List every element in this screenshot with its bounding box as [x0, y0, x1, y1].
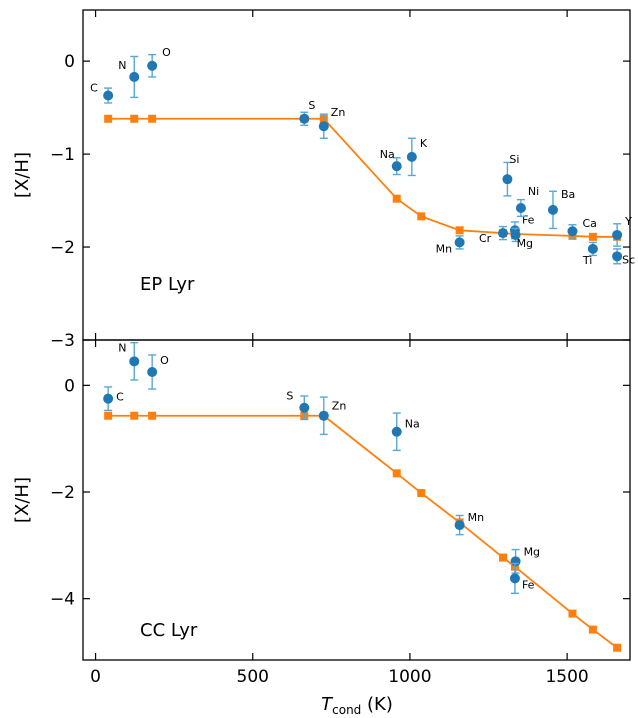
observed-point — [318, 121, 329, 132]
observed-point — [454, 237, 465, 248]
star-name: CC Lyr — [140, 620, 198, 641]
element-label: C — [90, 82, 98, 95]
y-axis-label: [X/H] — [12, 477, 33, 523]
panel-ep-lyr: 0 −1 −2 −3 [X/H] EP Lyr C N O S Zn Na K Mn Cr Si Fe Mg Ni B… — [12, 9, 635, 351]
model-point — [498, 553, 507, 562]
observed-point — [515, 203, 526, 213]
element-label: Ni — [528, 185, 539, 198]
model-point — [588, 625, 597, 634]
element-label: Si — [509, 153, 519, 166]
element-label: Fe — [522, 578, 535, 591]
observed-point — [103, 90, 114, 101]
model-point — [568, 609, 577, 618]
observed-point — [147, 60, 158, 71]
observed-point — [129, 356, 140, 367]
element-label: Na — [405, 418, 420, 431]
observed-point — [299, 113, 310, 124]
model-line — [108, 117, 618, 238]
observed-point — [502, 174, 513, 185]
y-tick-label: −4 — [50, 590, 75, 610]
element-label: Mn — [468, 511, 484, 524]
model-point — [588, 232, 597, 241]
model-point — [130, 114, 139, 123]
model-line — [108, 414, 618, 649]
model-point — [148, 114, 157, 123]
model-point — [148, 411, 157, 420]
observed-point — [391, 161, 402, 172]
observed-point — [567, 226, 578, 237]
element-label: Ti — [582, 254, 592, 267]
element-label: O — [162, 46, 171, 59]
y-tick-label: −2 — [50, 483, 75, 503]
element-label: S — [286, 390, 293, 403]
element-label: O — [160, 354, 169, 367]
model-point — [104, 114, 113, 123]
model-point — [417, 212, 426, 221]
observed-point — [612, 251, 623, 262]
panel-cc-lyr: 0 −2 −4 0 500 1000 1500 [X/H] CC Lyr C N O S Zn Na Mn Mg… — [12, 339, 631, 717]
observed-point — [587, 243, 598, 254]
y-tick-label: 0 — [64, 52, 75, 72]
model-point — [130, 411, 139, 420]
element-label: Y — [624, 215, 632, 228]
observed-point — [612, 229, 623, 240]
element-label: Cr — [479, 232, 492, 245]
observed-point — [406, 151, 417, 162]
element-label: N — [118, 341, 126, 354]
y-tick-label: −2 — [50, 238, 75, 258]
x-tick-label: 1000 — [388, 667, 431, 687]
element-label: Ba — [561, 188, 575, 201]
observed-point — [318, 410, 329, 421]
plot-frame — [82, 339, 631, 661]
observed-point — [129, 71, 140, 82]
model-point — [417, 489, 426, 498]
element-label: Na — [380, 148, 395, 161]
model-point — [104, 411, 113, 420]
y-tick-label: −3 — [50, 331, 75, 351]
model-point — [392, 469, 401, 478]
y-tick-label: 0 — [64, 376, 75, 396]
element-label: Mn — [436, 242, 452, 255]
element-label: Fe — [522, 213, 535, 226]
observed-point — [299, 402, 310, 413]
element-label: N — [118, 59, 126, 72]
y-axis-label: [X/H] — [12, 152, 33, 198]
x-tick-label: 500 — [237, 667, 269, 687]
x-axis-label: Tcond (K) — [321, 694, 393, 717]
element-label: C — [116, 391, 124, 404]
model-point — [613, 643, 622, 652]
element-label: Mg — [524, 545, 540, 558]
observed-point — [547, 204, 558, 215]
observed-point — [509, 573, 520, 584]
observed-point — [454, 520, 465, 531]
star-name: EP Lyr — [140, 274, 195, 295]
model-point — [455, 226, 464, 235]
observed-point — [103, 393, 114, 404]
y-tick-label: −1 — [50, 145, 75, 165]
element-label: Ca — [582, 217, 596, 230]
element-label: Mg — [517, 237, 533, 250]
element-label: S — [308, 99, 315, 112]
element-label: K — [420, 137, 428, 150]
x-tick-label: 0 — [90, 667, 101, 687]
observed-point — [391, 426, 402, 437]
element-label: Sc — [622, 253, 635, 266]
observed-point — [510, 229, 521, 240]
element-label: Zn — [332, 400, 347, 413]
model-point — [392, 194, 401, 203]
observed-point — [497, 228, 508, 239]
element-label: Zn — [331, 106, 346, 119]
observed-point — [147, 367, 158, 377]
x-tick-label: 1500 — [545, 667, 588, 687]
